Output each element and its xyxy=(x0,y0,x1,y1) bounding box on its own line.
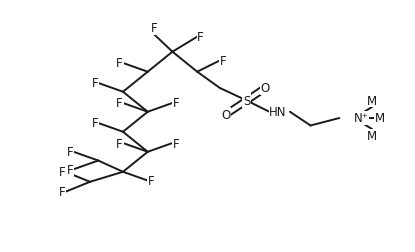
Text: F: F xyxy=(59,166,65,179)
Text: O: O xyxy=(222,108,231,121)
Text: O: O xyxy=(261,82,270,95)
Text: N⁺: N⁺ xyxy=(354,112,369,125)
Text: F: F xyxy=(116,57,123,70)
Text: F: F xyxy=(92,117,98,130)
Text: F: F xyxy=(67,146,73,159)
Text: HN: HN xyxy=(269,106,287,119)
Text: F: F xyxy=(116,137,123,150)
Text: F: F xyxy=(173,137,179,150)
Text: F: F xyxy=(220,55,227,68)
Text: F: F xyxy=(92,77,98,90)
Text: F: F xyxy=(151,22,157,35)
Text: F: F xyxy=(116,97,123,110)
Text: M: M xyxy=(367,94,378,107)
Text: F: F xyxy=(67,163,73,176)
Text: F: F xyxy=(148,174,154,187)
Text: M: M xyxy=(367,130,378,143)
Text: M: M xyxy=(374,112,385,125)
Text: S: S xyxy=(243,94,250,108)
Text: F: F xyxy=(197,31,204,44)
Text: F: F xyxy=(173,97,179,110)
Text: F: F xyxy=(59,185,65,199)
